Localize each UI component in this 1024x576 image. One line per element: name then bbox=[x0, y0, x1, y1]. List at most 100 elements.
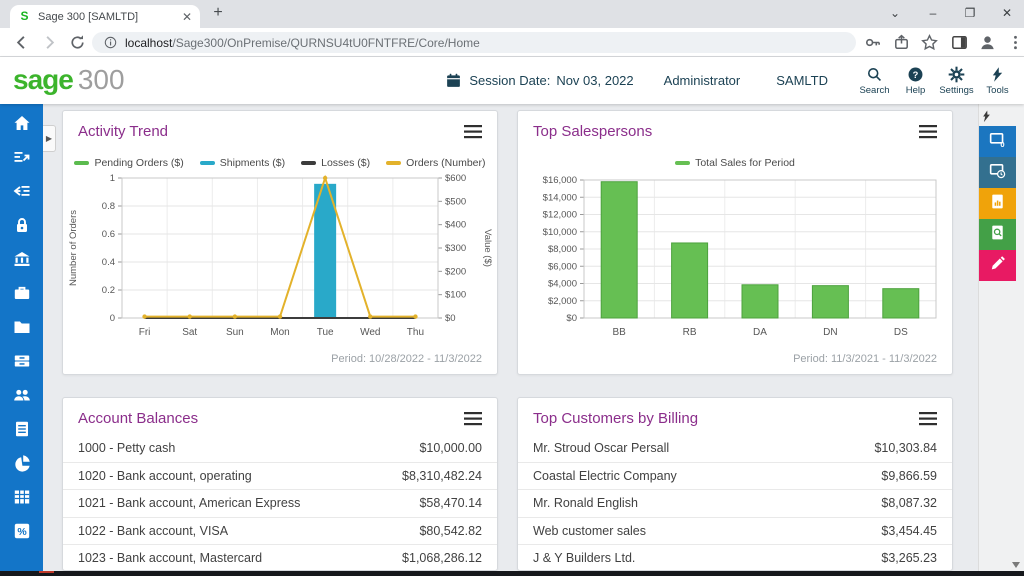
svg-text:Tue: Tue bbox=[317, 327, 334, 338]
session-date[interactable]: Session Date: Nov 03, 2022 bbox=[445, 72, 633, 89]
user-menu[interactable]: Administrator bbox=[664, 73, 741, 88]
recently-used-windows-button[interactable] bbox=[979, 157, 1016, 188]
svg-text:Mon: Mon bbox=[270, 327, 289, 338]
back-button[interactable] bbox=[12, 33, 31, 52]
sidebar-item-bank[interactable] bbox=[12, 249, 32, 269]
sidebar-item-briefcase[interactable] bbox=[12, 283, 32, 303]
svg-text:$0: $0 bbox=[445, 313, 456, 324]
window-close-button[interactable]: ✕ bbox=[990, 0, 1024, 28]
svg-text:$2,000: $2,000 bbox=[548, 296, 577, 307]
sidebar-item-table[interactable] bbox=[12, 487, 32, 507]
sidebar-item-people[interactable] bbox=[12, 385, 32, 405]
legend-label: Shipments ($) bbox=[220, 157, 285, 169]
help-label: Help bbox=[895, 85, 936, 96]
sidebar-item-percent[interactable]: % bbox=[12, 521, 32, 541]
svg-text:Number of Orders: Number of Orders bbox=[68, 210, 79, 286]
svg-text:Wed: Wed bbox=[360, 327, 380, 338]
row-amount: $8,087.32 bbox=[881, 496, 937, 510]
tools-button[interactable]: Tools bbox=[977, 66, 1018, 96]
legend-swatch bbox=[74, 161, 89, 165]
inquiries-button[interactable] bbox=[979, 219, 1016, 250]
svg-text:$6,000: $6,000 bbox=[548, 261, 577, 272]
calendar-icon bbox=[445, 72, 462, 89]
legend-item[interactable]: Total Sales for Period bbox=[675, 157, 795, 169]
row-label: 1022 - Bank account, VISA bbox=[78, 524, 228, 538]
screen-bottom-edge bbox=[0, 571, 1024, 576]
session-date-value[interactable]: Nov 03, 2022 bbox=[556, 73, 633, 88]
window-minimize-button[interactable]: – bbox=[916, 0, 950, 28]
window-restore-button[interactable]: ❐ bbox=[953, 0, 987, 28]
profile-avatar-icon[interactable] bbox=[978, 33, 997, 52]
chart-legend: Total Sales for Period bbox=[518, 157, 952, 169]
widget-activity-trend: Activity Trend Pending Orders ($)Shipmen… bbox=[62, 110, 498, 375]
sage-favicon-icon: S bbox=[18, 10, 31, 23]
sidebar-item-folder[interactable] bbox=[12, 317, 32, 337]
legend-swatch bbox=[675, 161, 690, 165]
sidebar-item-inventory[interactable] bbox=[12, 351, 32, 371]
svg-text:$12,000: $12,000 bbox=[543, 210, 577, 221]
sidebar-item-lock[interactable] bbox=[12, 215, 32, 235]
svg-text:0.8: 0.8 bbox=[102, 201, 115, 212]
side-panel-icon[interactable] bbox=[950, 33, 969, 52]
svg-text:$300: $300 bbox=[445, 243, 466, 254]
share-icon[interactable] bbox=[892, 33, 911, 52]
widget-title: Account Balances bbox=[78, 410, 198, 427]
sidebar-item-import[interactable] bbox=[12, 181, 32, 201]
svg-text:RB: RB bbox=[683, 327, 697, 338]
row-amount: $3,265.23 bbox=[881, 551, 937, 565]
legend-item[interactable]: Orders (Number) bbox=[386, 157, 485, 169]
customer-billing-row: Mr. Ronald English$8,087.32 bbox=[518, 490, 952, 518]
document-icon bbox=[12, 419, 32, 439]
search-label: Search bbox=[854, 85, 895, 96]
widget-menu-icon[interactable] bbox=[919, 125, 937, 139]
new-tab-button[interactable]: + bbox=[208, 3, 228, 23]
home-icon bbox=[12, 113, 32, 133]
inquiries-icon bbox=[988, 223, 1007, 247]
legend-item[interactable]: Shipments ($) bbox=[200, 157, 285, 169]
svg-text:$0: $0 bbox=[566, 313, 577, 324]
reports-button[interactable] bbox=[979, 188, 1016, 219]
widget-account-balances: Account Balances 1000 - Petty cash$10,00… bbox=[62, 397, 498, 571]
company-menu[interactable]: SAMLTD bbox=[776, 73, 828, 88]
browser-menu-icon[interactable] bbox=[1006, 33, 1024, 52]
browser-toolbar: localhost/Sage300/OnPremise/QURNSU4tU0FN… bbox=[0, 28, 1024, 57]
quick-access-buttons: 0 bbox=[979, 126, 1016, 281]
import-icon bbox=[12, 181, 32, 201]
notes-button[interactable] bbox=[979, 250, 1016, 281]
legend-item[interactable]: Losses ($) bbox=[301, 157, 370, 169]
search-button[interactable]: Search bbox=[854, 66, 895, 96]
sidebar-item-home[interactable] bbox=[12, 113, 32, 133]
svg-text:Fri: Fri bbox=[139, 327, 151, 338]
forward-button[interactable] bbox=[40, 33, 59, 52]
svg-text:0: 0 bbox=[110, 313, 115, 324]
bookmark-star-icon[interactable] bbox=[920, 33, 939, 52]
legend-item[interactable]: Pending Orders ($) bbox=[74, 157, 183, 169]
address-bar[interactable]: localhost/Sage300/OnPremise/QURNSU4tU0FN… bbox=[92, 32, 856, 53]
sidebar-item-entries[interactable] bbox=[12, 147, 32, 167]
row-label: 1023 - Bank account, Mastercard bbox=[78, 551, 262, 565]
sidebar-item-pie-chart[interactable] bbox=[12, 453, 32, 473]
help-button[interactable]: ?Help bbox=[895, 66, 936, 96]
open-windows-button[interactable]: 0 bbox=[979, 126, 1016, 157]
sidebar-item-document[interactable] bbox=[12, 419, 32, 439]
widget-menu-icon[interactable] bbox=[464, 125, 482, 139]
legend-swatch bbox=[386, 161, 401, 165]
password-key-icon[interactable] bbox=[863, 33, 882, 52]
widget-menu-icon[interactable] bbox=[919, 412, 937, 426]
svg-text:DA: DA bbox=[753, 327, 767, 338]
settings-button[interactable]: Settings bbox=[936, 66, 977, 96]
scrollbar-down-arrow[interactable] bbox=[1012, 562, 1020, 568]
widget-menu-icon[interactable] bbox=[464, 412, 482, 426]
tab-title: Sage 300 [SAMLTD] bbox=[38, 11, 175, 23]
window-menu-chevron-icon[interactable]: ⌄ bbox=[878, 0, 912, 28]
bank-icon bbox=[12, 249, 32, 269]
browser-tab[interactable]: S Sage 300 [SAMLTD] ✕ bbox=[10, 5, 200, 28]
entries-icon bbox=[12, 147, 32, 167]
sage-logo: sage300 bbox=[13, 64, 125, 96]
refresh-button[interactable] bbox=[68, 33, 87, 52]
tab-close-icon[interactable]: ✕ bbox=[182, 10, 192, 24]
page-info-icon[interactable] bbox=[104, 36, 117, 49]
sidebar-expand-arrow[interactable]: ▶ bbox=[43, 125, 56, 152]
inventory-icon bbox=[12, 351, 32, 371]
row-amount: $9,866.59 bbox=[881, 469, 937, 483]
